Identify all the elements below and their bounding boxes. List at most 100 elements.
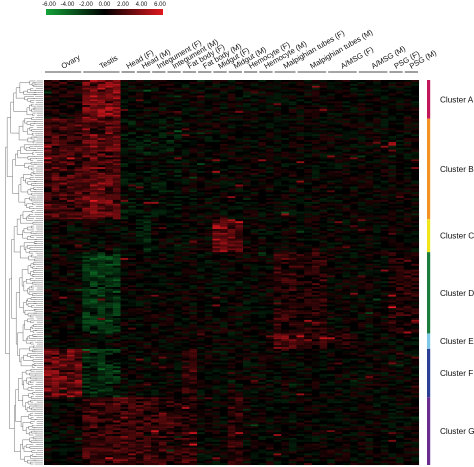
heatmap-cell	[327, 198, 335, 200]
heatmap-cell	[89, 254, 98, 257]
heatmap-cell	[112, 153, 121, 156]
heatmap-cell	[174, 132, 182, 135]
heatmap-cell	[59, 151, 68, 154]
heatmap-cell	[273, 290, 282, 293]
heatmap-cell	[227, 180, 236, 183]
heatmap-cell	[334, 116, 343, 119]
heatmap-cell	[135, 151, 144, 154]
heatmap-cell	[373, 93, 381, 96]
heatmap-cell	[365, 269, 374, 272]
heatmap-cell	[181, 168, 190, 171]
heatmap-cell	[105, 139, 113, 142]
heatmap-cell	[66, 126, 75, 129]
heatmap-cell	[350, 285, 358, 288]
heatmap-cell	[265, 109, 274, 111]
heatmap-cell	[350, 213, 358, 216]
heatmap-cell	[220, 105, 228, 108]
heatmap-cell	[166, 97, 175, 100]
heatmap-cell	[212, 261, 221, 264]
heatmap-cell	[120, 159, 129, 162]
heatmap-cell	[158, 285, 167, 288]
heatmap-cell	[304, 203, 312, 206]
heatmap-cell	[334, 207, 343, 210]
heatmap-cell	[342, 145, 351, 148]
heatmap-cell	[373, 201, 381, 204]
heatmap-cell	[319, 207, 328, 210]
heatmap-cell	[66, 227, 75, 230]
heatmap-cell	[258, 170, 266, 173]
heatmap-cell	[44, 257, 52, 260]
heatmap-cell	[411, 236, 420, 239]
heatmap-cell	[197, 221, 205, 224]
heatmap-cell	[319, 250, 328, 253]
heatmap-cell	[304, 83, 312, 86]
heatmap-cell	[311, 213, 320, 216]
heatmap-cell	[74, 199, 83, 202]
heatmap-cell	[350, 267, 358, 270]
heatmap-cell	[357, 192, 366, 195]
heatmap-cell	[105, 89, 113, 92]
heatmap-cell	[357, 107, 366, 110]
heatmap-cell	[265, 254, 274, 257]
heatmap-cell	[89, 118, 98, 121]
heatmap-cell	[74, 157, 83, 160]
heatmap-cell	[396, 112, 404, 115]
heatmap-cell	[181, 205, 190, 208]
heatmap-cell	[242, 221, 251, 224]
heatmap-cell	[380, 157, 389, 160]
heatmap-cell	[89, 83, 98, 86]
heatmap-cell	[242, 153, 251, 156]
heatmap-cell	[197, 110, 205, 113]
heatmap-cell	[166, 292, 175, 295]
heatmap-cell	[242, 267, 251, 270]
heatmap-cell	[112, 110, 121, 113]
heatmap-cell	[89, 89, 98, 92]
heatmap-cell	[265, 294, 274, 297]
heatmap-cell	[97, 120, 106, 123]
heatmap-cell	[327, 186, 335, 189]
heatmap-cell	[250, 232, 259, 235]
heatmap-cell	[281, 294, 289, 297]
heatmap-cell	[235, 256, 244, 259]
heatmap-cell	[74, 89, 83, 92]
heatmap-cell	[281, 252, 289, 255]
heatmap-cell	[212, 182, 221, 185]
heatmap-cell	[304, 261, 312, 264]
heatmap-cell	[189, 275, 198, 278]
heatmap-cell	[342, 118, 351, 121]
heatmap-cell	[311, 283, 320, 286]
heatmap-cell	[281, 290, 289, 293]
heatmap-cell	[258, 238, 266, 241]
heatmap-cell	[112, 285, 121, 288]
heatmap-cell	[411, 101, 420, 104]
heatmap-cell	[334, 221, 343, 224]
heatmap-cell	[365, 138, 374, 141]
heatmap-cell	[373, 91, 381, 94]
heatmap-cell	[158, 244, 167, 247]
heatmap-cell	[319, 234, 328, 237]
heatmap-cell	[258, 110, 266, 113]
heatmap-cell	[250, 248, 259, 251]
heatmap-cell	[89, 257, 98, 260]
heatmap-cell	[97, 112, 106, 115]
heatmap-cell	[265, 277, 274, 280]
heatmap-cell	[373, 292, 381, 295]
heatmap-cell	[158, 103, 167, 106]
heatmap-cell	[74, 101, 83, 104]
heatmap-cell	[135, 252, 144, 255]
heatmap-cell	[388, 155, 397, 158]
heatmap-cell	[143, 81, 152, 84]
heatmap-cell	[82, 124, 90, 127]
heatmap-cell	[158, 223, 167, 226]
heatmap-cell	[135, 176, 144, 179]
heatmap-cell	[411, 139, 420, 142]
heatmap-cell	[112, 283, 121, 286]
heatmap-cell	[120, 199, 129, 202]
heatmap-cell	[304, 283, 312, 286]
heatmap-cell	[197, 213, 205, 216]
heatmap-cell	[212, 126, 221, 129]
heatmap-cell	[342, 207, 351, 210]
heatmap-cell	[158, 161, 167, 164]
heatmap-cell	[281, 97, 289, 100]
heatmap-cell	[357, 116, 366, 119]
